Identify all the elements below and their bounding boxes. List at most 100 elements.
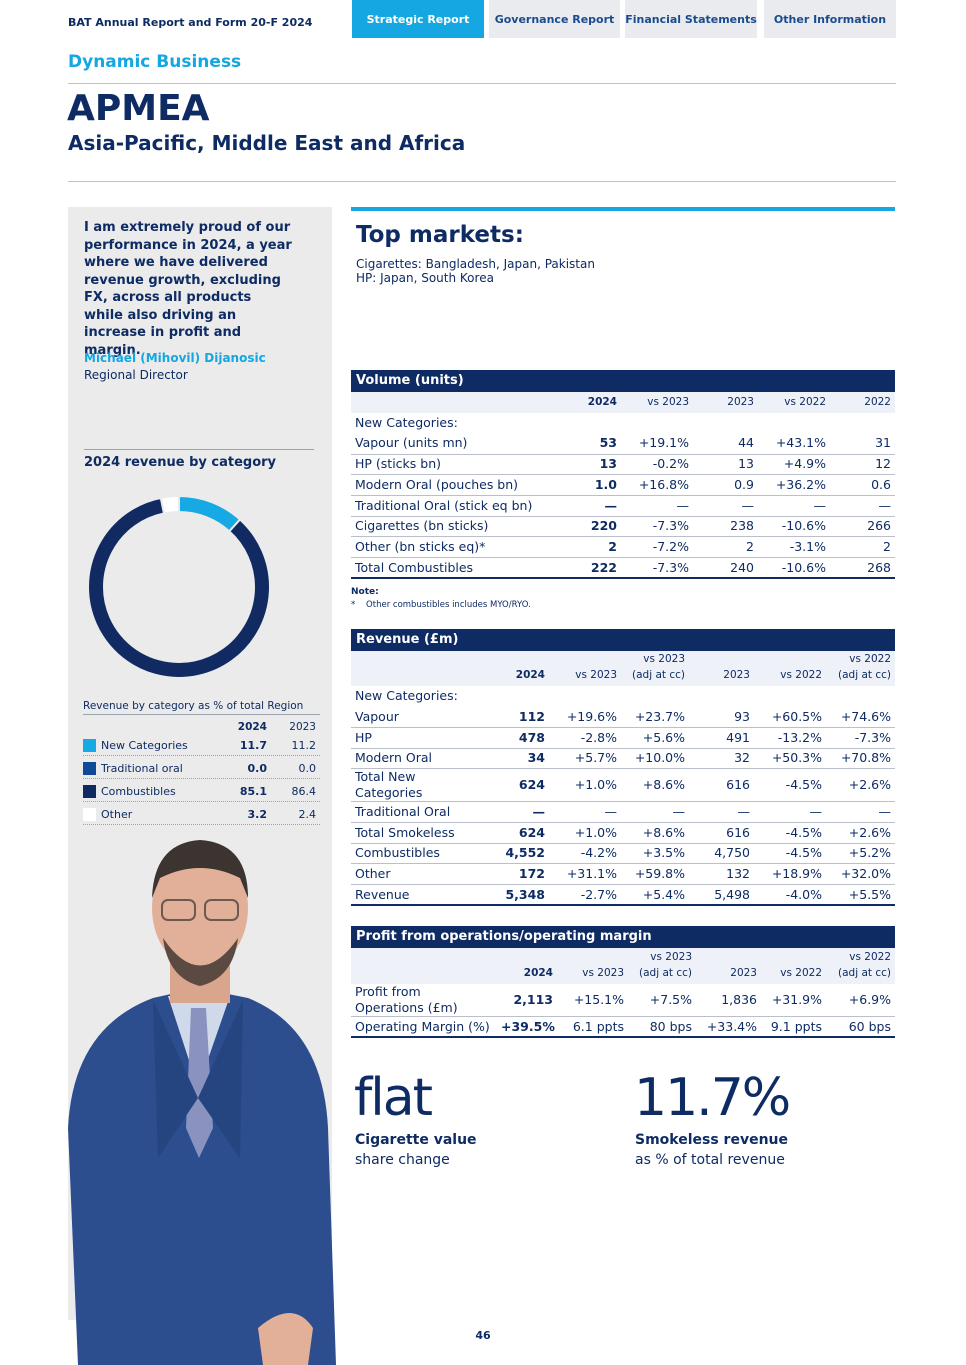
- nav-tab[interactable]: Financial Statements: [625, 0, 757, 38]
- donut-segment: [87, 496, 271, 679]
- table-cell: -4.5%: [754, 822, 826, 844]
- table-cell: 616: [689, 822, 754, 844]
- table-row: Modern Oral (pouches bn) 1.0 +16.8% 0.9 +36.…: [351, 474, 895, 496]
- header-cell: vs 2022: [761, 948, 826, 984]
- legend-value: 86.4: [291, 785, 317, 798]
- table-cell: [621, 686, 689, 707]
- legend-swatch: [83, 785, 96, 798]
- table-cell: New Categories:: [355, 688, 458, 704]
- table-cell: +5.5%: [826, 884, 895, 907]
- table-cell: 112: [481, 706, 549, 728]
- table-cell: 2: [693, 536, 758, 558]
- kpi-label: Cigarette value: [355, 1132, 477, 1148]
- table-title: Volume (units): [351, 370, 895, 392]
- table-cell: +33.4%: [696, 1016, 761, 1039]
- table-row: Vapour (units mn) 53 +19.1% 44 +43.1% 31: [351, 433, 895, 455]
- nav-tab[interactable]: Governance Report: [489, 0, 620, 38]
- kpi-value: 11.7%: [634, 1068, 791, 1128]
- kpi-label: Smokeless revenue: [635, 1132, 789, 1148]
- kpi-sub: share change: [355, 1152, 450, 1168]
- legend-header: 2023: [289, 721, 316, 733]
- table-cell: —: [689, 801, 754, 823]
- table-cell: 5,498: [689, 884, 754, 907]
- table-cell: 13: [693, 454, 758, 476]
- table-row: New Categories:: [351, 686, 895, 707]
- table-cell: Total New Categories: [351, 768, 481, 803]
- section-label: Dynamic Business: [68, 52, 242, 72]
- page-title: APMEA: [67, 88, 210, 129]
- table-cell: +19.1%: [621, 433, 693, 455]
- table-cell: +5.7%: [549, 748, 621, 770]
- divider: [68, 181, 896, 182]
- table-cell: -2.7%: [549, 884, 621, 907]
- table-cell: 32: [689, 748, 754, 770]
- table-cell: Total Smokeless: [351, 822, 481, 844]
- donut-segment: [159, 494, 180, 515]
- table-cell: 80 bps: [628, 1016, 696, 1039]
- header-cell: 2024: [497, 948, 557, 984]
- legend-value: 2.4: [298, 808, 317, 821]
- table-cell: [826, 686, 895, 707]
- quote-role: Regional Director: [84, 368, 188, 382]
- table-cell: —: [481, 801, 549, 823]
- header-row: 2024 vs 2023 vs 2023 (adj at cc) 2023 vs 202…: [351, 651, 895, 686]
- table-cell: +2.6%: [826, 768, 895, 803]
- header-cell: 2023: [693, 392, 758, 413]
- table-cell: 132: [689, 863, 754, 885]
- table-cell: +74.6%: [826, 706, 895, 728]
- legend-header: 2024: [237, 721, 267, 733]
- markets-line: Cigarettes: Bangladesh, Japan, Pakistan: [356, 257, 595, 271]
- table-cell: Vapour (units mn): [351, 433, 551, 455]
- table-cell: +31.9%: [761, 984, 826, 1017]
- table-cell: +5.2%: [826, 843, 895, 865]
- table-cell: 31: [830, 433, 895, 455]
- table-cell: 0.9: [693, 474, 758, 496]
- header-cell: 2024: [551, 392, 621, 413]
- table-cell: -7.3%: [621, 557, 693, 580]
- table-cell: -2.8%: [549, 727, 621, 749]
- header-row: 2024 vs 2023 2023 vs 2022 2022: [351, 392, 895, 413]
- table-cell: -4.0%: [754, 884, 826, 907]
- table-cell: 53: [551, 433, 621, 455]
- table-cell: 2: [551, 536, 621, 558]
- table-row: Modern Oral 34 +5.7% +10.0% 32 +50.3% +70.8%: [351, 748, 895, 770]
- table-cell: -7.2%: [621, 536, 693, 558]
- header-cell: vs 2023: [549, 651, 621, 686]
- table-cell: Operating Margin (%): [351, 1016, 497, 1039]
- legend-swatch: [83, 808, 96, 821]
- table-row: Traditional Oral — — — — — —: [351, 801, 895, 823]
- header-cell: vs 2022: [754, 651, 826, 686]
- table-cell: [481, 686, 549, 707]
- table-row: Total Combustibles 222 -7.3% 240 -10.6% 268: [351, 557, 895, 580]
- nav-tab[interactable]: Strategic Report: [352, 0, 484, 38]
- chart-caption: Revenue by category as % of total Region: [83, 700, 304, 712]
- table-cell: +3.5%: [621, 843, 689, 865]
- table-cell: +59.8%: [621, 863, 689, 885]
- table-cell: 12: [830, 454, 895, 476]
- table-row: Total New Categories 624 +1.0% +8.6% 616 -4.5…: [351, 768, 895, 803]
- legend-row: Other 3.2 2.4: [83, 802, 320, 825]
- kpi-value: flat: [354, 1068, 433, 1128]
- table-cell: Combustibles: [351, 843, 481, 865]
- table-cell: -0.2%: [621, 454, 693, 476]
- table-cell: 2,113: [497, 984, 557, 1017]
- header-cell: 2022: [830, 392, 895, 413]
- table-cell: -4.5%: [754, 843, 826, 865]
- table-cell: [551, 413, 621, 434]
- accent-bar: [351, 207, 895, 211]
- donut-chart: [87, 494, 271, 679]
- table-cell: New Categories:: [355, 415, 458, 431]
- table-row: Cigarettes (bn sticks) 220 -7.3% 238 -10.6% 2…: [351, 516, 895, 538]
- nav-tab[interactable]: Other Information: [764, 0, 896, 38]
- table-cell: [758, 413, 830, 434]
- page-subtitle: Asia-Pacific, Middle East and Africa: [68, 131, 466, 155]
- donut-segment: [178, 494, 242, 533]
- table-cell: [830, 413, 895, 434]
- table-cell: 268: [830, 557, 895, 580]
- table-cell: Modern Oral (pouches bn): [351, 474, 551, 496]
- header-cell: vs 2023 (adj at cc): [621, 651, 689, 686]
- table-cell: +5.4%: [621, 884, 689, 907]
- table-cell: 6.1 ppts: [557, 1016, 628, 1039]
- table-cell: +8.6%: [621, 768, 689, 803]
- header-cell: [351, 651, 481, 686]
